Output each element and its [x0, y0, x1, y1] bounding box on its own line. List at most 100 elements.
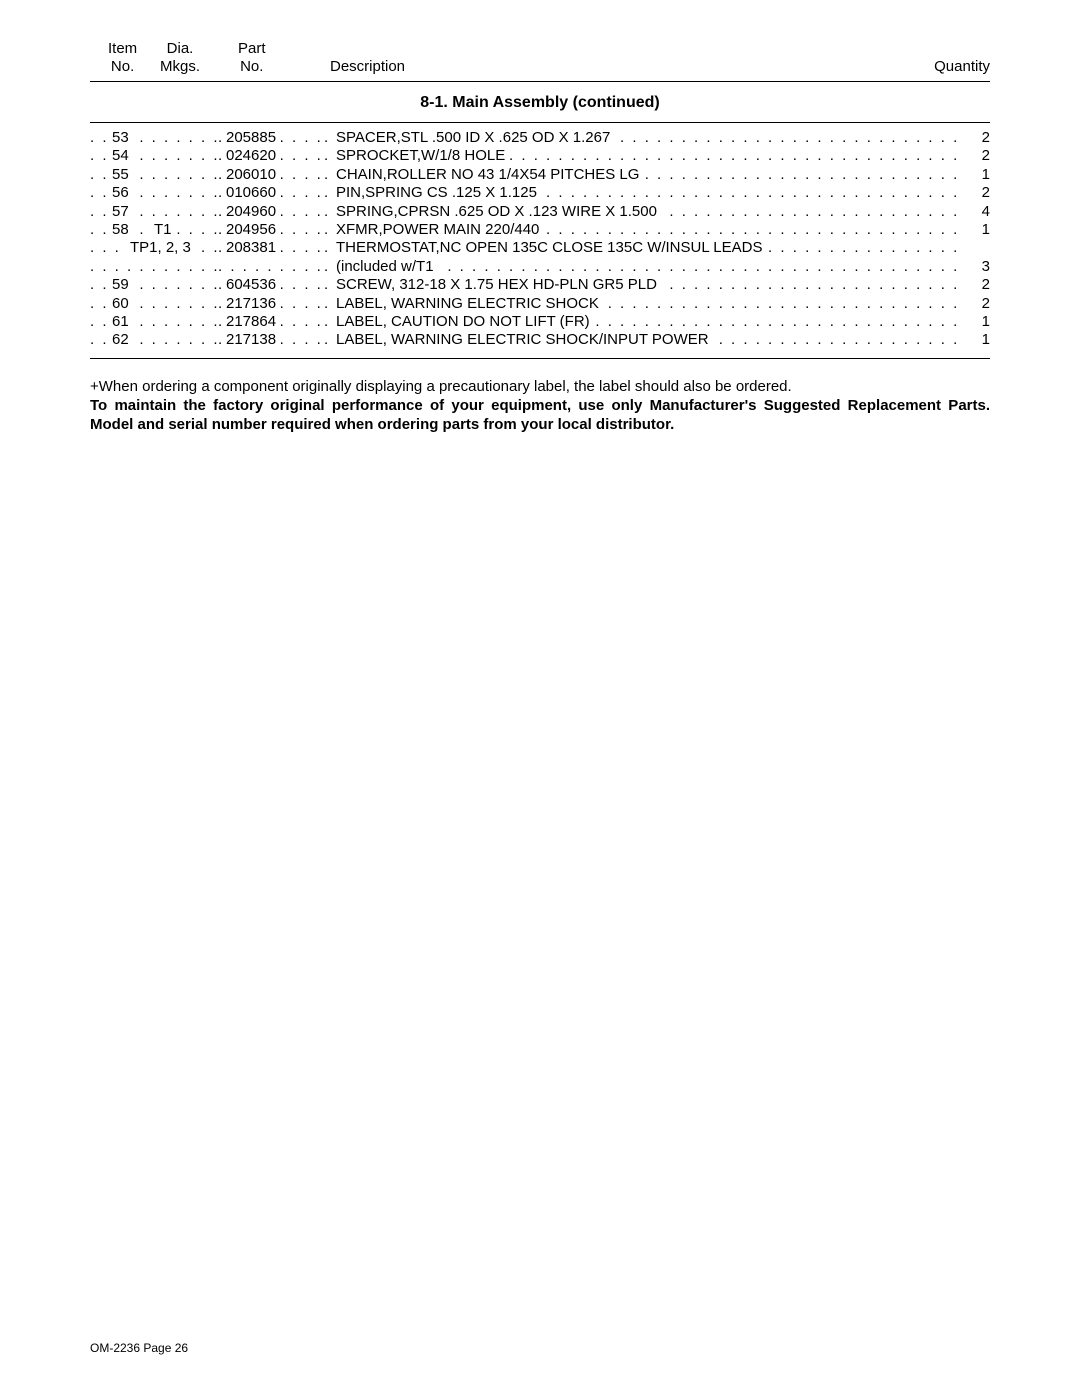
- cell-item: . . . . . . . . . . . . . . . . . . . . …: [90, 258, 218, 276]
- notes: +When ordering a component originally di…: [90, 359, 990, 434]
- item-no: 53: [108, 129, 133, 147]
- parts-row: . . . . . . . . . . . . . . . . . . . . …: [90, 239, 990, 257]
- parts-row: . . . . . . . . . . . . . . . . . . . . …: [90, 221, 990, 239]
- quantity: 2: [976, 276, 990, 294]
- part-no: 205885: [222, 129, 280, 147]
- dia-mkgs: T1: [150, 221, 176, 238]
- parts-row: . . . . . . . . . . . . . . . . . . . . …: [90, 258, 990, 276]
- cell-part: . . . . . . . . . . . . . . . . . . . . …: [218, 203, 324, 221]
- item-no: 54: [108, 147, 133, 165]
- description: PIN,SPRING CS .125 X 1.125: [332, 184, 541, 202]
- quantity: 2: [976, 129, 990, 147]
- header-item-l2: No.: [108, 58, 137, 76]
- cell-description: . . . . . . . . . . . . . . . . . . . . …: [324, 295, 960, 313]
- cell-part: . . . . . . . . . . . . . . . . . . . . …: [218, 295, 324, 313]
- description: CHAIN,ROLLER NO 43 1/4X54 PITCHES LG: [332, 166, 643, 184]
- cell-item: . . . . . . . . . . . . . . . . . . . . …: [90, 166, 218, 184]
- description: SPROCKET,W/1/8 HOLE: [332, 147, 509, 165]
- cell-part: . . . . . . . . . . . . . . . . . . . . …: [218, 166, 324, 184]
- quantity: 4: [976, 203, 990, 221]
- description: SPACER,STL .500 ID X .625 OD X 1.267: [332, 129, 614, 147]
- part-no: 010660: [222, 184, 280, 202]
- header-part: Part No.: [238, 40, 266, 76]
- item-no: 59: [108, 276, 133, 294]
- parts-row: . . . . . . . . . . . . . . . . . . . . …: [90, 295, 990, 313]
- cell-part: . . . . . . . . . . . . . . . . . . . . …: [218, 258, 324, 276]
- cell-description: . . . . . . . . . . . . . . . . . . . . …: [324, 203, 960, 221]
- part-no: 024620: [222, 147, 280, 165]
- part-no: 208381: [222, 239, 280, 257]
- page: Item No. Dia. Mkgs. Part No. Description…: [0, 0, 1080, 1397]
- description: XFMR,POWER MAIN 220/440: [332, 221, 543, 239]
- cell-description: . . . . . . . . . . . . . . . . . . . . …: [324, 239, 960, 257]
- cell-part: . . . . . . . . . . . . . . . . . . . . …: [218, 276, 324, 294]
- parts-row: . . . . . . . . . . . . . . . . . . . . …: [90, 313, 990, 331]
- section-title: 8-1. Main Assembly (continued): [90, 82, 990, 123]
- quantity: 1: [976, 166, 990, 184]
- description: LABEL, WARNING ELECTRIC SHOCK: [332, 295, 603, 313]
- item-no: 55: [108, 166, 133, 184]
- cell-part: . . . . . . . . . . . . . . . . . . . . …: [218, 313, 324, 331]
- note-label-order: +When ordering a component originally di…: [90, 377, 990, 396]
- description: SCREW, 312-18 X 1.75 HEX HD-PLN GR5 PLD: [332, 276, 661, 294]
- cell-dia: T1: [150, 221, 176, 239]
- cell-item: . . . . . . . . . . . . . . . . . . . . …: [90, 129, 218, 147]
- parts-row: . . . . . . . . . . . . . . . . . . . . …: [90, 129, 990, 147]
- description: (included w/T1: [332, 258, 438, 276]
- cell-description: . . . . . . . . . . . . . . . . . . . . …: [324, 147, 960, 165]
- parts-row: . . . . . . . . . . . . . . . . . . . . …: [90, 276, 990, 294]
- cell-description: . . . . . . . . . . . . . . . . . . . . …: [324, 276, 960, 294]
- cell-item: . . . . . . . . . . . . . . . . . . . . …: [90, 331, 218, 349]
- parts-row: . . . . . . . . . . . . . . . . . . . . …: [90, 203, 990, 221]
- cell-item: . . . . . . . . . . . . . . . . . . . . …: [90, 295, 218, 313]
- dia-mkgs: TP1, 2, 3: [126, 239, 195, 256]
- cell-description: . . . . . . . . . . . . . . . . . . . . …: [324, 129, 960, 147]
- cell-item: . . . . . . . . . . . . . . . . . . . . …: [90, 203, 218, 221]
- cell-dia: TP1, 2, 3: [126, 239, 195, 257]
- description: SPRING,CPRSN .625 OD X .123 WIRE X 1.500: [332, 203, 661, 221]
- cell-description: . . . . . . . . . . . . . . . . . . . . …: [324, 258, 960, 276]
- quantity: 2: [976, 184, 990, 202]
- header-quantity: Quantity: [934, 58, 990, 76]
- cell-item: . . . . . . . . . . . . . . . . . . . . …: [90, 184, 218, 202]
- cell-item: . . . . . . . . . . . . . . . . . . . . …: [90, 276, 218, 294]
- description: LABEL, CAUTION DO NOT LIFT (FR): [332, 313, 594, 331]
- part-no: 217864: [222, 313, 280, 331]
- parts-row: . . . . . . . . . . . . . . . . . . . . …: [90, 184, 990, 202]
- cell-description: . . . . . . . . . . . . . . . . . . . . …: [324, 331, 960, 349]
- quantity: 1: [976, 313, 990, 331]
- header-part-l2: No.: [238, 58, 266, 76]
- description: LABEL, WARNING ELECTRIC SHOCK/INPUT POWE…: [332, 331, 713, 349]
- cell-description: . . . . . . . . . . . . . . . . . . . . …: [324, 184, 960, 202]
- parts-row: . . . . . . . . . . . . . . . . . . . . …: [90, 166, 990, 184]
- parts-row: . . . . . . . . . . . . . . . . . . . . …: [90, 147, 990, 165]
- header-dia-l2: Mkgs.: [160, 58, 200, 76]
- header-dia-l1: Dia.: [160, 40, 200, 58]
- item-no: 58: [108, 221, 133, 239]
- column-header: Item No. Dia. Mkgs. Part No. Description…: [90, 40, 990, 82]
- part-no: 204956: [222, 221, 280, 239]
- part-no: 604536: [222, 276, 280, 294]
- cell-part: . . . . . . . . . . . . . . . . . . . . …: [218, 221, 324, 239]
- item-no: 57: [108, 203, 133, 221]
- cell-description: . . . . . . . . . . . . . . . . . . . . …: [324, 166, 960, 184]
- header-item: Item No.: [108, 40, 137, 76]
- dot-leader: . . . . . . . . . . . . . . . . . . . . …: [218, 258, 324, 276]
- cell-part: . . . . . . . . . . . . . . . . . . . . …: [218, 239, 324, 257]
- cell-part: . . . . . . . . . . . . . . . . . . . . …: [218, 331, 324, 349]
- item-no: 61: [108, 313, 133, 331]
- cell-part: . . . . . . . . . . . . . . . . . . . . …: [218, 184, 324, 202]
- part-no: 204960: [222, 203, 280, 221]
- dot-leader: . . . . . . . . . . . . . . . . . . . . …: [90, 258, 218, 276]
- cell-description: . . . . . . . . . . . . . . . . . . . . …: [324, 313, 960, 331]
- quantity: 3: [976, 258, 990, 276]
- cell-item: . . . . . . . . . . . . . . . . . . . . …: [90, 313, 218, 331]
- header-part-l1: Part: [238, 40, 266, 58]
- quantity: 1: [976, 331, 990, 349]
- item-no: 62: [108, 331, 133, 349]
- part-no: 206010: [222, 166, 280, 184]
- header-dia: Dia. Mkgs.: [160, 40, 200, 76]
- description: THERMOSTAT,NC OPEN 135C CLOSE 135C W/INS…: [332, 239, 767, 257]
- page-footer: OM-2236 Page 26: [90, 1341, 188, 1355]
- quantity: 1: [976, 221, 990, 239]
